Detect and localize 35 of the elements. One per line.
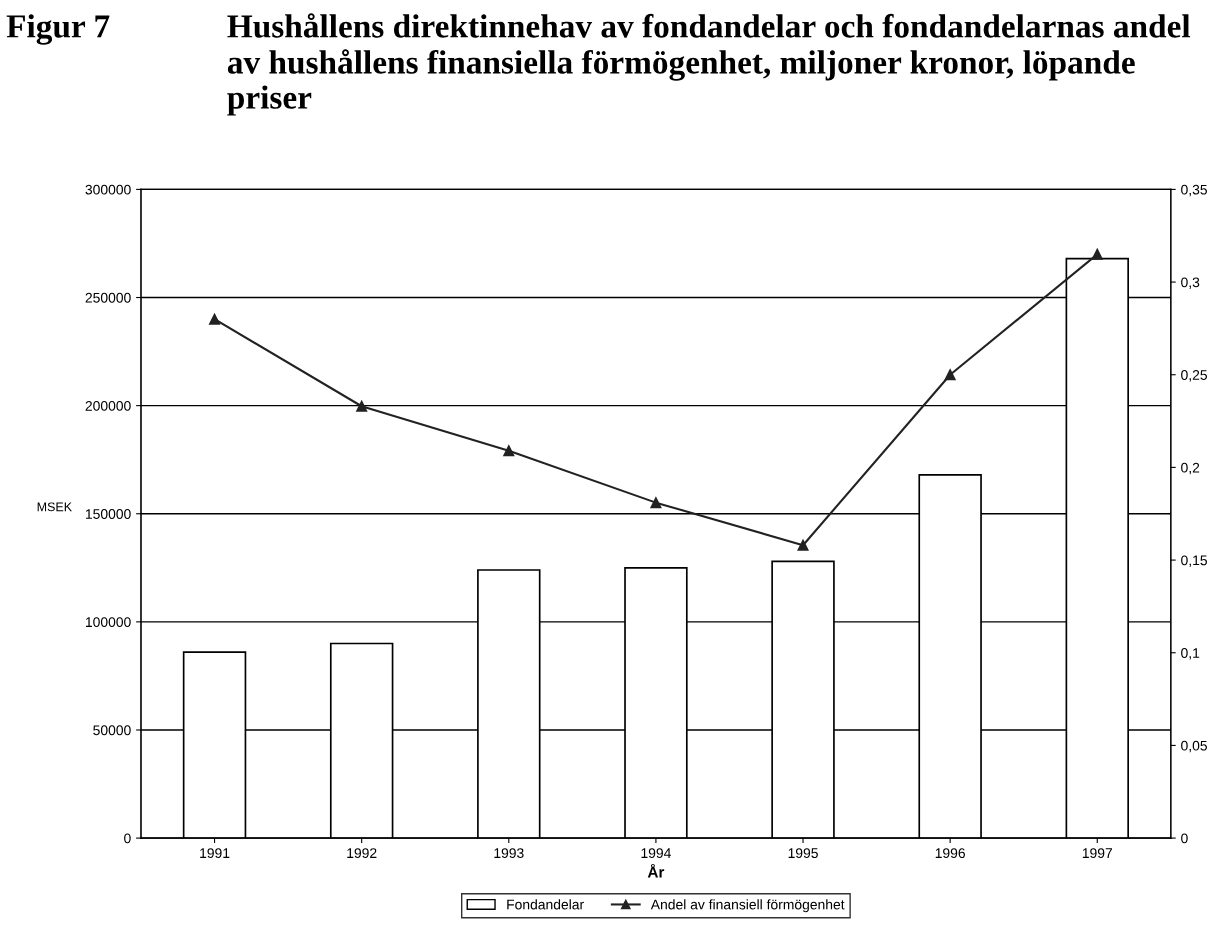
y-tick-label: 0 (124, 833, 131, 844)
y2-tick-label: 0,3 (1181, 277, 1200, 289)
y-tick-label: 100000 (85, 617, 131, 628)
x-tick-label: 1997 (1082, 848, 1113, 859)
y2-tick-label: 0,25 (1181, 370, 1207, 382)
y2-tick-label: 0,2 (1181, 462, 1200, 475)
chart-title: Hushållens direktinnehav av fondandelar och fondandelarnas andel av hushållens finansiella förmögenhet, miljoner kronor, löpande priser (227, 13, 1191, 116)
point (208, 313, 221, 325)
point (1091, 248, 1103, 260)
x-tick-label: 1994 (641, 848, 671, 859)
y2-tick-label: 0,15 (1181, 555, 1207, 567)
point (797, 539, 809, 551)
text: Figur 7 (6, 14, 110, 45)
legend-label: Fondandelar (507, 899, 584, 910)
y-tick-label: 50000 (93, 725, 131, 736)
point (356, 400, 368, 412)
point (503, 445, 515, 457)
y2-tick-label: 0,05 (1181, 740, 1207, 753)
x-tick-label: 1991 (200, 848, 230, 859)
y-tick-label: 200000 (85, 400, 131, 411)
x-tick-label: 1993 (494, 848, 524, 859)
legend-label: Andel av finansiell förmögenhet (650, 899, 845, 913)
y2-tick-label: 0,1 (1181, 648, 1200, 660)
y2-tick-label: 0 (1181, 833, 1188, 844)
y-tick-label: 300000 (85, 184, 131, 195)
x-tick-label: 1992 (347, 848, 377, 859)
y2-tick-label: 0,35 (1181, 184, 1207, 197)
point (650, 497, 662, 509)
y-axis-title: MSEK (37, 502, 72, 512)
y-tick-label: 150000 (85, 509, 131, 519)
x-axis-title: År (647, 863, 665, 878)
x-tick-label: 1995 (788, 848, 818, 859)
point (944, 369, 956, 381)
y-tick-label: 250000 (85, 292, 131, 303)
x-tick-label: 1996 (935, 848, 965, 859)
